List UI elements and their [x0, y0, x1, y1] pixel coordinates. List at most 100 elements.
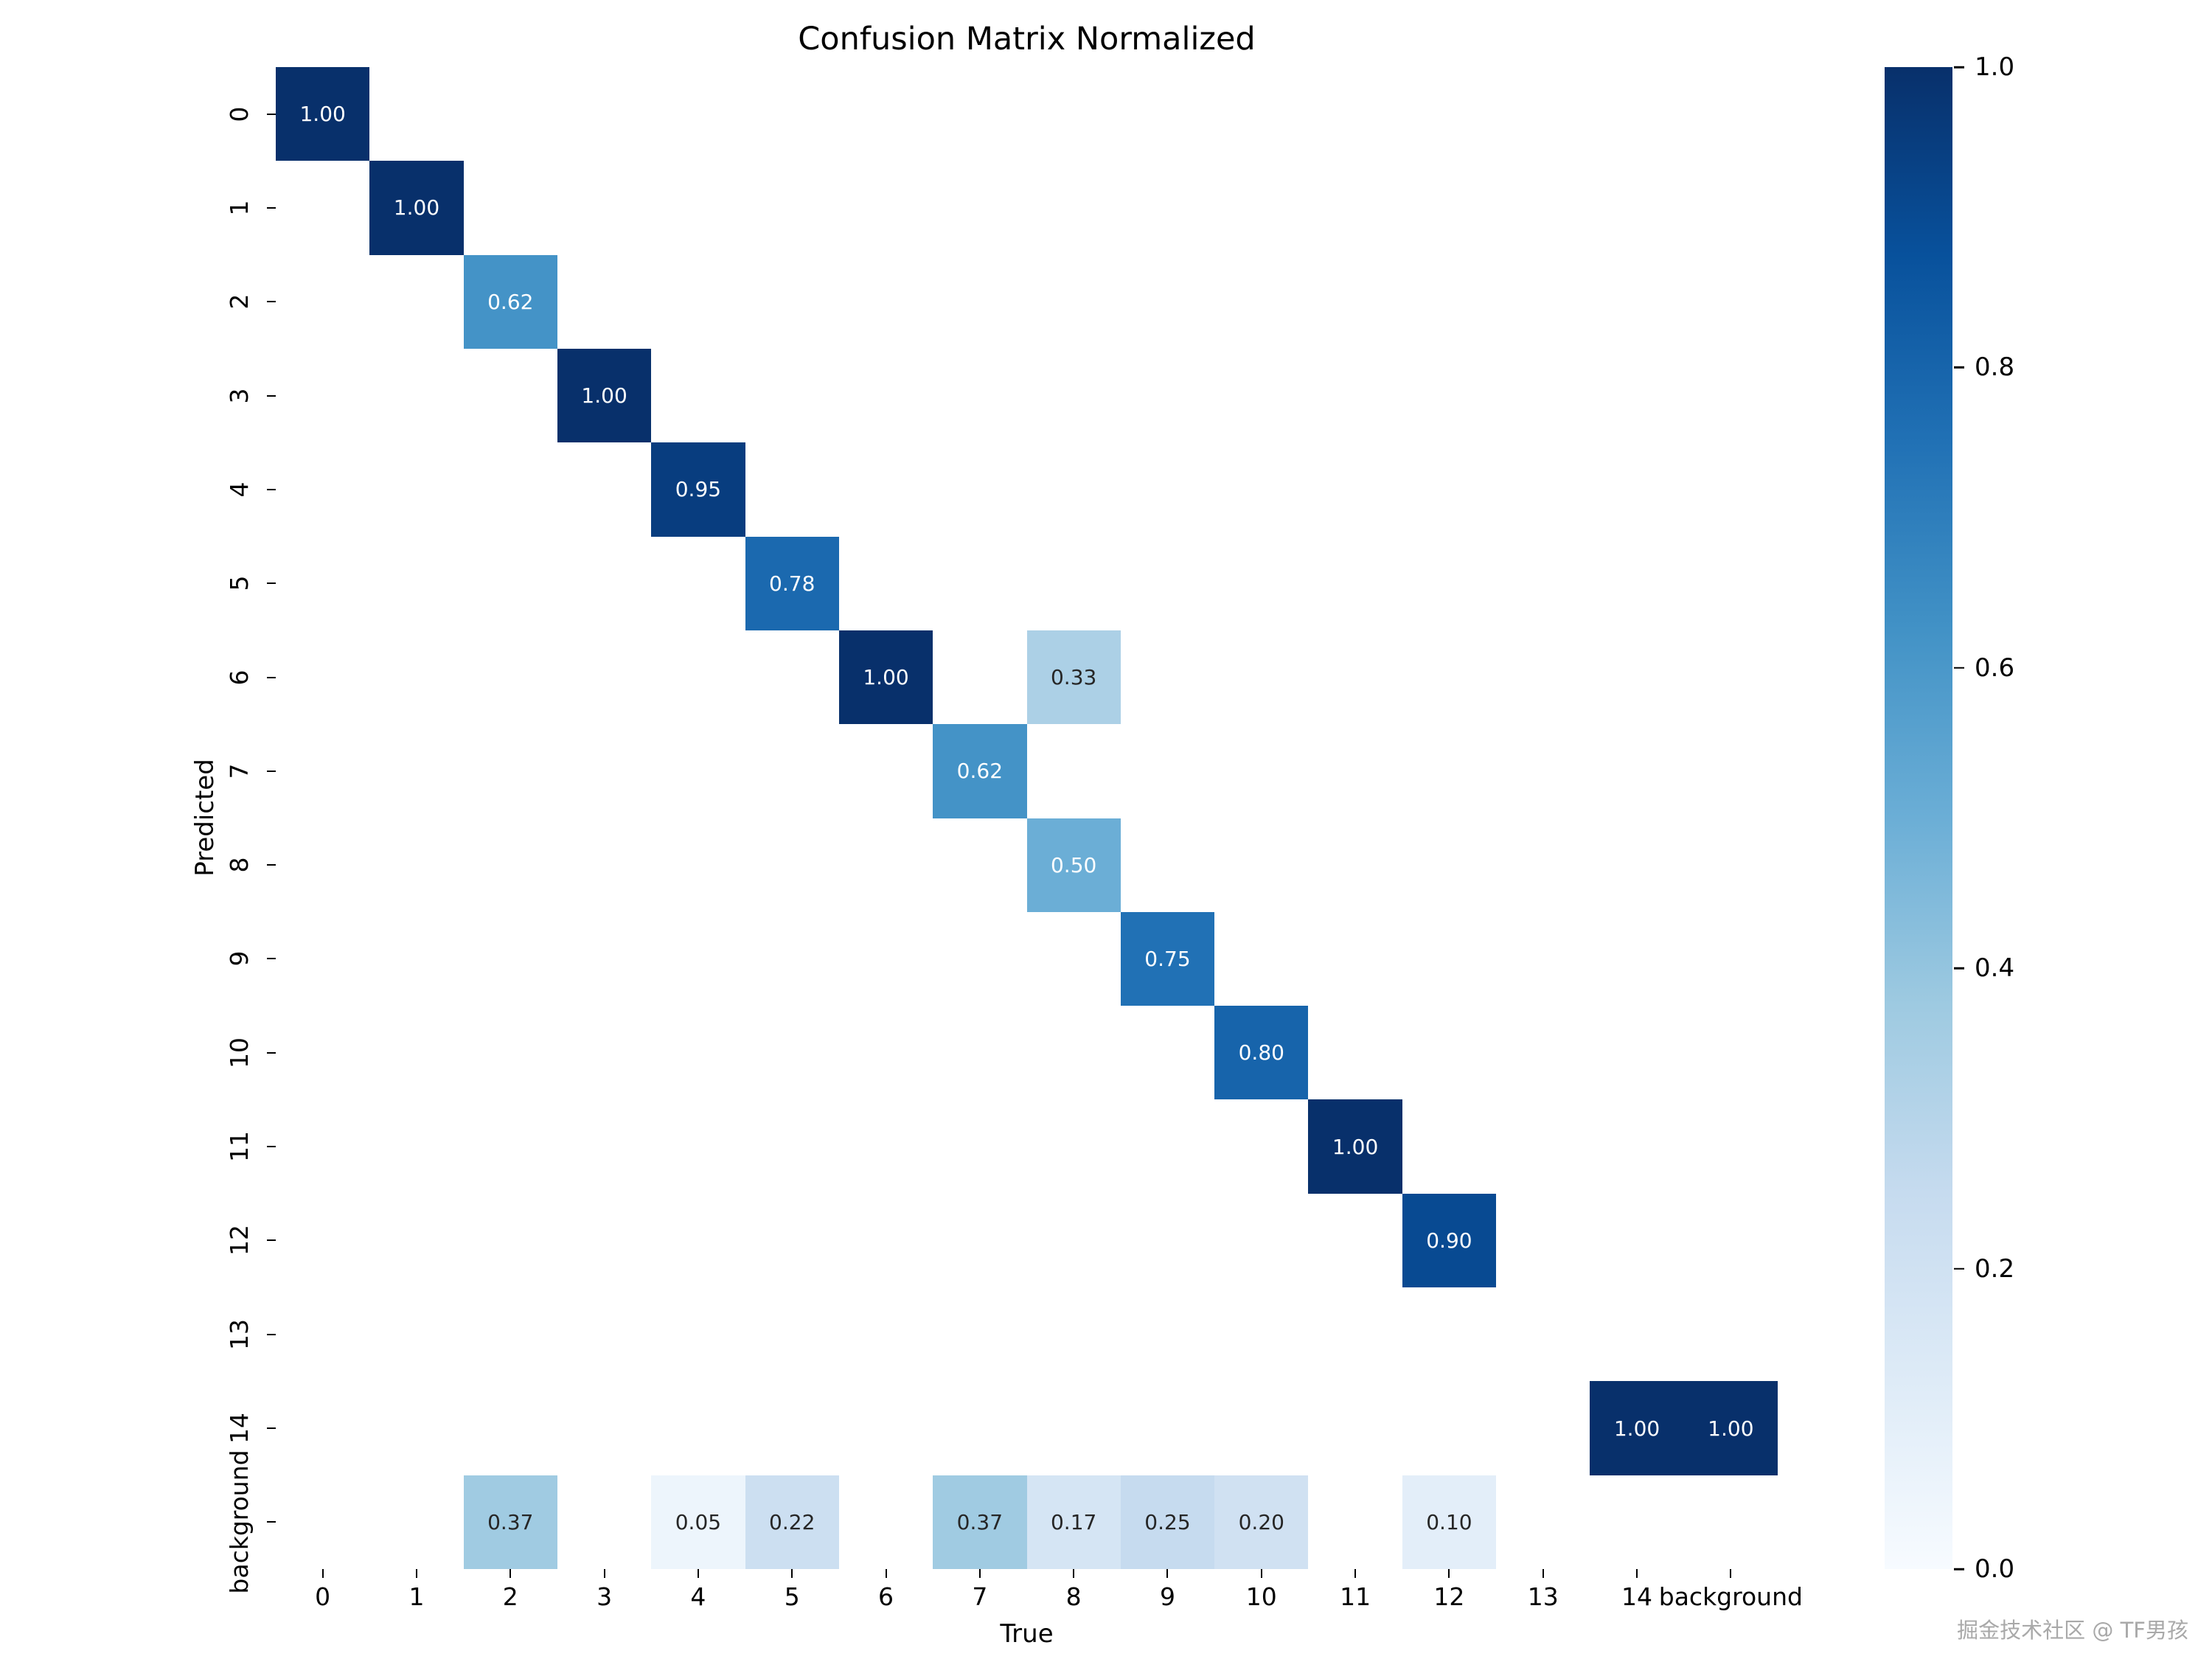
heatmap-cell-r2-c2: 0.62 — [463, 254, 557, 349]
heatmap-cell-r0-c7 — [933, 67, 1026, 161]
x-tick-label-6: 6 — [878, 1582, 894, 1611]
x-tick-label-9: 9 — [1159, 1582, 1175, 1611]
y-tick-label-12: 12 — [225, 1225, 254, 1256]
heatmap-cell-r3-c2 — [464, 349, 557, 442]
heatmap-cell-r7-c13 — [1496, 724, 1590, 818]
heatmap-cell-r5-c6 — [839, 537, 933, 630]
heatmap-cell-r11-c14 — [1590, 1099, 1683, 1193]
heatmap-cell-r3-c6 — [839, 349, 933, 442]
heatmap-cell-r5-c8 — [1027, 537, 1121, 630]
x-tick-label-background: background — [1658, 1582, 1803, 1611]
heatmap-cell-r8-c13 — [1496, 818, 1590, 912]
heatmap-cell-r0-c12 — [1402, 67, 1496, 161]
heatmap-cell-r9-c10 — [1214, 912, 1308, 1006]
heatmap-cell-r0-c13 — [1496, 67, 1590, 161]
heatmap-cell-r1-c0 — [276, 161, 369, 254]
x-tick-label-12: 12 — [1433, 1582, 1465, 1611]
colorbar-tick-mark-0.2 — [1954, 1267, 1964, 1270]
cell-value-label: 0.62 — [956, 759, 1004, 784]
y-tick-mark-7 — [267, 770, 276, 772]
cell-value-label: 0.10 — [1426, 1509, 1472, 1534]
heatmap-cell-r14-c0 — [276, 1381, 369, 1475]
heatmap-cell-r15-c4: 0.05 — [651, 1475, 745, 1569]
heatmap-cell-r8-c11 — [1308, 818, 1402, 912]
x-tick-label-14: 14 — [1621, 1582, 1653, 1611]
heatmap-cell-r0-c10 — [1214, 67, 1308, 161]
colorbar-tick-label-0.2: 0.2 — [1975, 1253, 2015, 1284]
heatmap-cell-r10-c5 — [745, 1006, 839, 1099]
heatmap-cell-r8-c3 — [557, 818, 651, 912]
heatmap-cell-r7-c8 — [1027, 724, 1121, 818]
heatmap-cell-r6-c12 — [1402, 630, 1496, 724]
y-tick-label-14: 14 — [225, 1413, 254, 1444]
heatmap-cell-r12-c10 — [1214, 1194, 1308, 1287]
colorbar-tick-mark-0.0 — [1954, 1568, 1964, 1571]
y-tick-mark-10 — [267, 1051, 276, 1054]
heatmap-cell-r0-c4 — [651, 67, 745, 161]
heatmap-cell-r6-c3 — [557, 630, 651, 724]
cell-value-label: 0.78 — [769, 571, 815, 596]
cell-value-label: 0.33 — [1050, 665, 1097, 690]
x-tick-mark-11 — [1354, 1569, 1357, 1578]
heatmap-cell-r3-c13 — [1496, 349, 1590, 442]
heatmap-cell-r14-c11 — [1308, 1381, 1402, 1475]
x-tick-mark-3 — [603, 1569, 605, 1578]
cell-value-label: 0.37 — [956, 1509, 1004, 1534]
heatmap-cell-r6-c2 — [464, 630, 557, 724]
heatmap-cell-r13-c9 — [1121, 1287, 1214, 1381]
heatmap-cell-r9-c7 — [933, 912, 1026, 1006]
heatmap-cell-r14-c15: 1.00 — [1683, 1381, 1778, 1475]
heatmap-cell-r9-c12 — [1402, 912, 1496, 1006]
heatmap-cell-r7-c2 — [464, 724, 557, 818]
heatmap-cell-r11-c3 — [557, 1099, 651, 1193]
heatmap-cell-r7-c6 — [839, 724, 933, 818]
heatmap-cell-r4-c3 — [557, 442, 651, 536]
heatmap-cell-r1-c1: 1.00 — [369, 161, 464, 255]
y-tick-label-6: 6 — [225, 669, 254, 686]
heatmap-cell-r0-c3 — [557, 67, 651, 161]
heatmap-cell-r12-c11 — [1308, 1194, 1402, 1287]
heatmap-cell-r2-c11 — [1308, 255, 1402, 349]
x-tick-mark-13 — [1542, 1569, 1544, 1578]
heatmap-cell-r2-c14 — [1590, 255, 1683, 349]
heatmap-cell-r6-c10 — [1214, 630, 1308, 724]
x-tick-mark-background — [1730, 1569, 1732, 1578]
heatmap-grid: 1.00 1.00 0.62 1.00 0.95 0.78 1.00 0.33 0.62 0.50… — [276, 67, 1778, 1569]
heatmap-cell-r6-c11 — [1308, 630, 1402, 724]
heatmap-cell-r9-c6 — [839, 912, 933, 1006]
heatmap-cell-r12-c14 — [1590, 1194, 1683, 1287]
heatmap-cell-r7-c4 — [651, 724, 745, 818]
x-tick-label-10: 10 — [1245, 1582, 1277, 1611]
cell-value-label: 0.05 — [675, 1509, 722, 1534]
heatmap-cell-r15-c5: 0.22 — [745, 1475, 839, 1569]
heatmap-cell-r12-c0 — [276, 1194, 369, 1287]
heatmap-cell-r13-c7 — [933, 1287, 1026, 1381]
heatmap-cell-r0-c2 — [464, 67, 557, 161]
heatmap-cell-r10-c13 — [1496, 1006, 1590, 1099]
x-tick-label-2: 2 — [502, 1582, 518, 1611]
x-tick-mark-10 — [1260, 1569, 1262, 1578]
heatmap-cell-r12-c15 — [1684, 1194, 1778, 1287]
heatmap-cell-r3-c1 — [369, 349, 463, 442]
heatmap-cell-r7-c5 — [745, 724, 839, 818]
heatmap-cell-r3-c7 — [933, 349, 1026, 442]
y-tick-mark-11 — [267, 1146, 276, 1148]
cell-value-label: 1.00 — [863, 665, 909, 690]
heatmap-cell-r1-c2 — [464, 161, 557, 254]
cell-value-label: 0.17 — [1050, 1509, 1097, 1534]
y-tick-mark-5 — [267, 582, 276, 585]
cell-value-label: 0.20 — [1238, 1509, 1284, 1534]
cell-value-label: 0.25 — [1144, 1509, 1191, 1534]
y-tick-mark-14 — [267, 1427, 276, 1430]
heatmap-cell-r8-c1 — [369, 818, 463, 912]
cell-value-label: 0.95 — [675, 477, 722, 502]
heatmap-cell-r1-c13 — [1496, 161, 1590, 254]
heatmap-cell-r13-c10 — [1214, 1287, 1308, 1381]
cell-value-label: 1.00 — [1332, 1134, 1379, 1159]
heatmap-cell-r12-c6 — [839, 1194, 933, 1287]
heatmap-cell-r11-c1 — [369, 1099, 463, 1193]
heatmap-cell-r15-c13 — [1496, 1475, 1590, 1569]
heatmap-cell-r8-c2 — [464, 818, 557, 912]
heatmap-cell-r1-c6 — [839, 161, 933, 254]
